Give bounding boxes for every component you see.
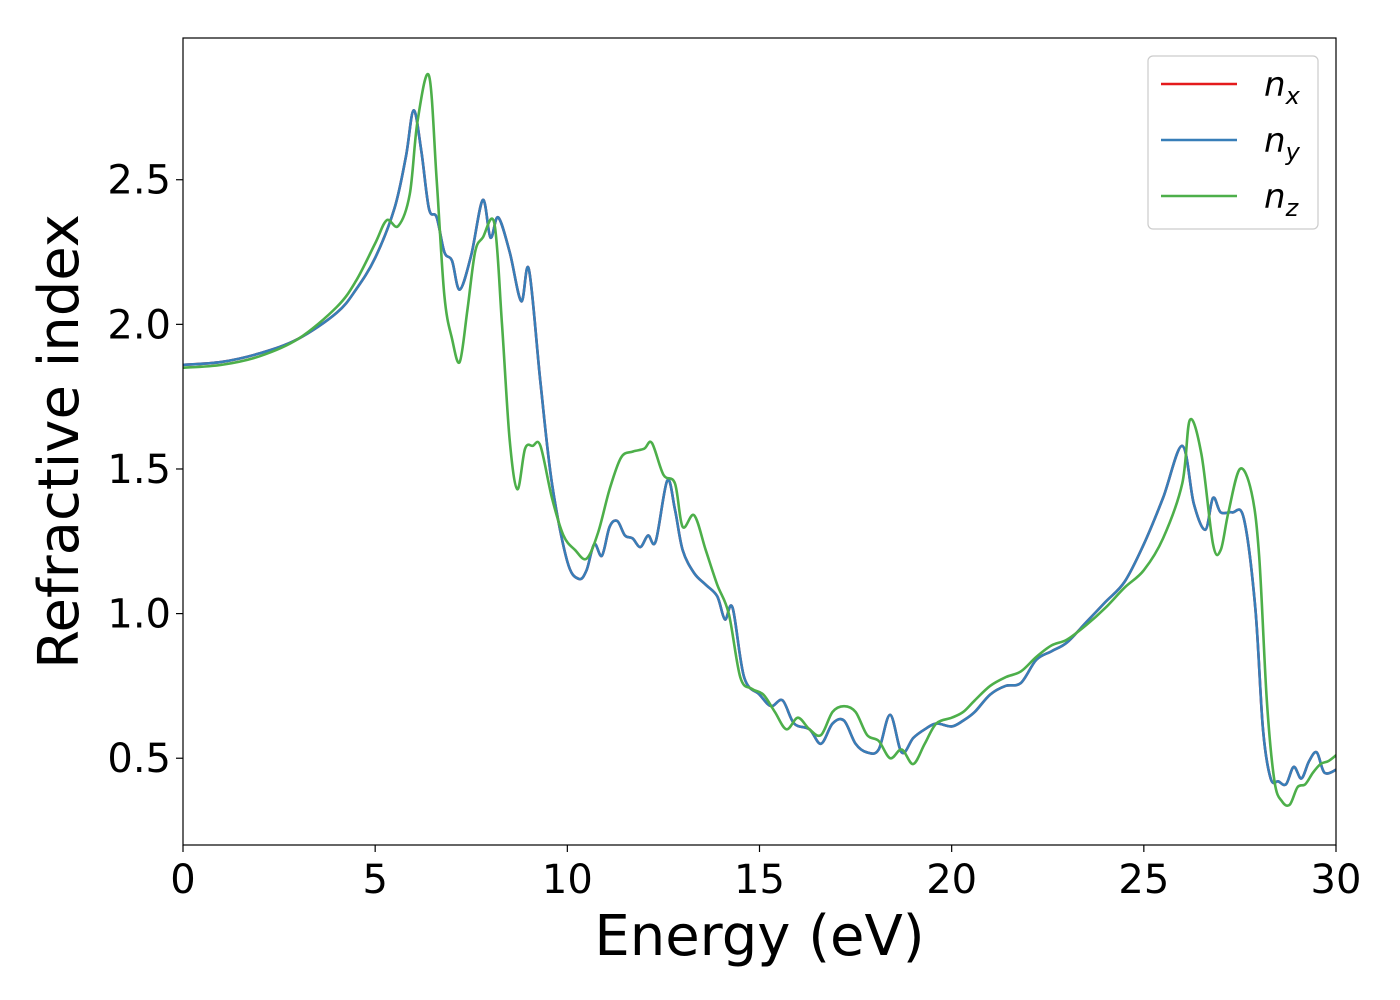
legend-label-base: n: [1264, 177, 1286, 217]
x-tick-label: 20: [926, 857, 977, 903]
y-tick-label: 1.5: [107, 447, 171, 493]
y-axis-ticks: 0.5 1.0 1.5 2.0 2.5: [107, 158, 183, 782]
legend-label-subscript: z: [1285, 194, 1300, 222]
legend-label-base: n: [1264, 65, 1286, 105]
legend-label-x: nx: [1264, 65, 1301, 110]
x-tick-label: 25: [1118, 857, 1169, 903]
x-tick-label: 30: [1311, 857, 1362, 903]
legend-box: [1147, 55, 1319, 230]
y-tick-label: 2.0: [107, 302, 171, 348]
x-tick-label: 0: [170, 857, 195, 903]
x-axis-ticks: 0 5 10 15 20 25 30: [170, 845, 1361, 903]
legend-label-base: n: [1264, 121, 1286, 161]
plot-background: [183, 38, 1336, 845]
legend-label-subscript: y: [1285, 138, 1301, 166]
y-tick-label: 2.5: [107, 158, 171, 204]
y-tick-label: 0.5: [107, 736, 171, 782]
x-tick-label: 10: [542, 857, 593, 903]
legend-label-z: nz: [1264, 177, 1300, 222]
x-tick-label: 5: [362, 857, 387, 903]
legend-label-y: ny: [1264, 121, 1301, 166]
series-line-z: [183, 72, 1336, 807]
series-layer: [183, 72, 1336, 807]
y-tick-label: 1.0: [107, 592, 171, 638]
legend-label-subscript: x: [1285, 82, 1301, 110]
x-axis-label: Energy (eV): [594, 904, 924, 969]
x-tick-label: 15: [734, 857, 785, 903]
y-axis-label: Refractive index: [27, 214, 92, 669]
series-line-y: [183, 109, 1336, 787]
